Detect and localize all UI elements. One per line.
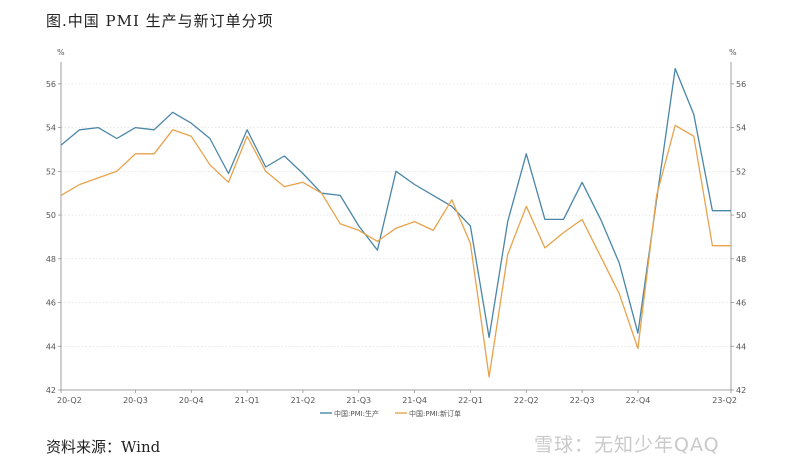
legend-label-new-orders: 中国:PMI:新订单 xyxy=(409,409,461,418)
y-tick-label-left: 56 xyxy=(46,80,56,89)
series-line-production xyxy=(60,67,731,339)
x-tick-label: 20-Q3 xyxy=(123,396,148,405)
x-tick-label: 20-Q4 xyxy=(179,396,204,405)
y-tick-label-right: 44 xyxy=(736,342,746,351)
legend-label-production: 中国:PMI:生产 xyxy=(334,409,379,418)
grid-lines xyxy=(61,83,731,391)
x-ticks: 20-Q2 20-Q3 20-Q4 21-Q1 21-Q2 21-Q3 21-Q4 22-Q1… xyxy=(57,390,737,405)
y-tick-label-left: 44 xyxy=(46,342,56,351)
x-tick-label: 21-Q2 xyxy=(291,396,316,405)
y-tick-label-right: 54 xyxy=(736,124,746,133)
y-tick-label-left: 52 xyxy=(46,167,56,176)
y-ticks-right: 42 44 46 48 50 52 54 56 xyxy=(731,80,746,395)
x-tick-label: 21-Q1 xyxy=(235,396,260,405)
x-tick-label: 22-Q1 xyxy=(458,396,483,405)
x-tick-label: 22-Q2 xyxy=(514,396,539,405)
y-tick-label-left: 54 xyxy=(46,124,56,133)
y-tick-label-left: 50 xyxy=(46,211,56,220)
y-axis-unit-right: % xyxy=(729,48,737,57)
y-tick-label-left: 46 xyxy=(46,299,56,308)
y-tick-label-left: 42 xyxy=(46,386,56,395)
axes xyxy=(60,62,732,391)
y-tick-label-right: 50 xyxy=(736,211,746,220)
series-lines xyxy=(60,67,731,378)
figure-title: 图.中国 PMI 生产与新订单分项 xyxy=(46,12,274,30)
y-tick-label-right: 42 xyxy=(736,386,746,395)
x-tick-label: 21-Q4 xyxy=(402,396,427,405)
x-tick-label: 23-Q2 xyxy=(712,396,737,405)
y-ticks-left: 42 44 46 48 50 52 54 56 xyxy=(46,80,61,395)
x-tick-label: 22-Q4 xyxy=(626,396,651,405)
y-tick-label-right: 46 xyxy=(736,299,746,308)
source-note: 资料来源：Wind xyxy=(46,438,161,456)
y-tick-label-right: 56 xyxy=(736,80,746,89)
x-tick-label: 20-Q2 xyxy=(57,396,82,405)
x-tick-label: 22-Q3 xyxy=(570,396,595,405)
watermark: 雪球：无知少年QAQ xyxy=(534,434,720,456)
y-tick-label-left: 48 xyxy=(46,255,56,264)
y-tick-label-right: 48 xyxy=(736,255,746,264)
legend: 中国:PMI:生产 中国:PMI:新订单 xyxy=(320,409,461,418)
y-tick-label-right: 52 xyxy=(736,167,746,176)
series-line-new-orders xyxy=(60,124,731,378)
x-tick-label: 21-Q3 xyxy=(346,396,371,405)
y-axis-unit-left: % xyxy=(57,48,65,57)
